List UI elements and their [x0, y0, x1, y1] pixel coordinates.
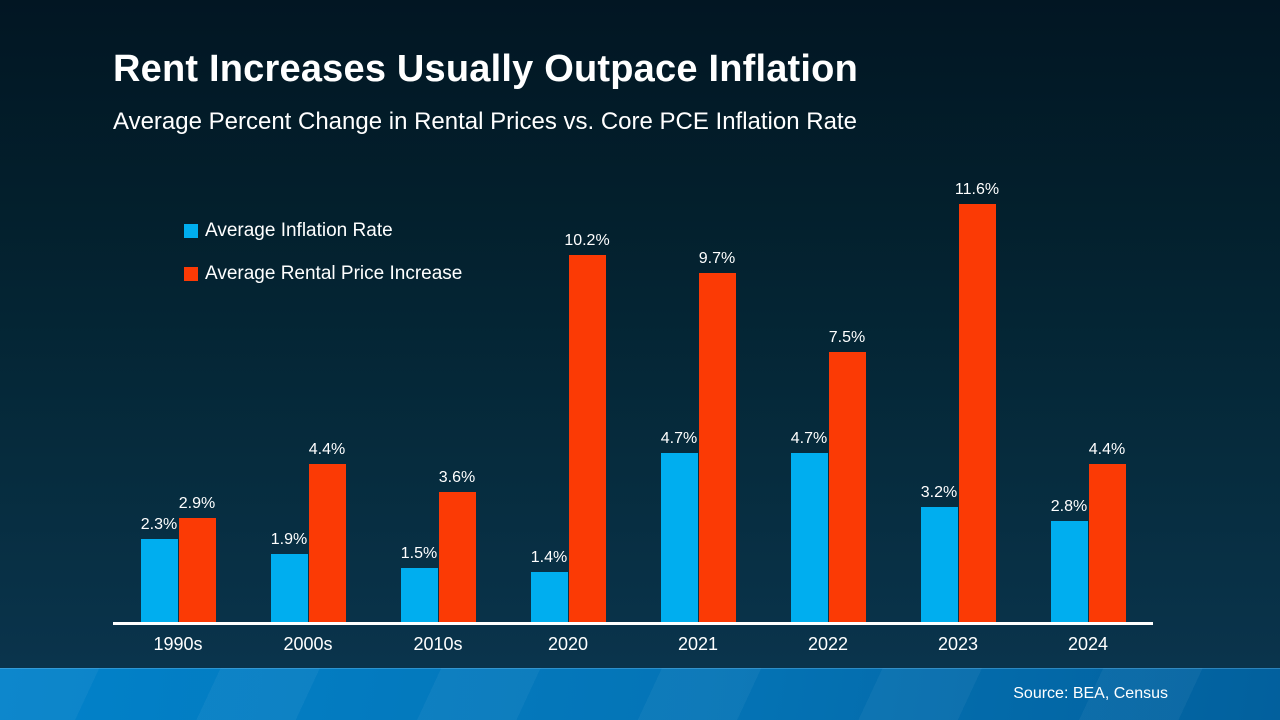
bar-2021-inflation: 4.7% — [660, 430, 698, 622]
category-label-2021: 2021 — [677, 634, 719, 654]
value-label: 1.9% — [270, 530, 308, 548]
bar-2023-inflation: 3.2% — [920, 484, 958, 622]
value-label: 2.9% — [178, 494, 216, 512]
value-label: 7.5% — [828, 329, 866, 346]
value-label: 3.6% — [438, 469, 476, 487]
bar-group-2021: 4.7% 9.7% — [633, 202, 763, 622]
category-label-2022: 2022 — [807, 634, 849, 654]
legend-label-inflation: Average Inflation Rate — [205, 220, 393, 241]
category-label-2000s: 2000s — [283, 634, 333, 654]
source-note: Source: BEA, Census — [1013, 685, 1168, 702]
value-label: 2.3% — [140, 516, 178, 534]
bar-2024-inflation: 2.8% — [1050, 498, 1088, 622]
value-label: 11.6% — [954, 181, 1000, 199]
bar-2010s-inflation: 1.5% — [400, 545, 438, 622]
footer-band: Source: BEA, Census — [0, 668, 1280, 720]
bar-group-2000s: 1.9% 4.4% — [243, 202, 373, 622]
bar-2020-inflation: 1.4% — [530, 549, 568, 622]
x-axis-line — [113, 622, 1153, 625]
value-label: 9.7% — [698, 249, 736, 267]
category-label-2020: 2020 — [547, 634, 589, 654]
legend: Average Inflation Rate Average Rental Pr… — [184, 220, 462, 306]
legend-swatch-inflation-icon — [184, 224, 198, 238]
value-label: 4.4% — [1088, 440, 1126, 458]
value-label: 4.7% — [660, 429, 698, 447]
bar-1990s-rental: 2.9% — [178, 495, 216, 622]
value-label: 4.7% — [790, 429, 828, 447]
bar-2022-rental: 7.5% — [828, 329, 866, 622]
category-label-1990s: 1990s — [153, 634, 203, 654]
bar-2022-inflation: 4.7% — [790, 430, 828, 622]
bar-1990s-inflation: 2.3% — [140, 516, 178, 622]
category-label-2010s: 2010s — [413, 634, 463, 654]
legend-item-rental: Average Rental Price Increase — [184, 263, 462, 285]
bar-2000s-inflation: 1.9% — [270, 531, 308, 622]
bar-group-2023: 3.2% 11.6% — [893, 181, 1023, 622]
bar-group-2020: 1.4% 10.2% — [503, 202, 633, 622]
category-axis: 1990s 2000s 2010s 2020 2021 2022 2023 2024 — [113, 634, 1153, 655]
bar-2010s-rental: 3.6% — [438, 469, 476, 622]
bar-group-1990s: 2.3% 2.9% — [113, 202, 243, 622]
chart-title: Rent Increases Usually Outpace Inflation — [113, 48, 858, 90]
legend-item-inflation: Average Inflation Rate — [184, 220, 462, 242]
bar-2020-rental: 10.2% — [564, 232, 610, 622]
chart-subtitle: Average Percent Change in Rental Prices … — [113, 108, 857, 135]
value-label: 3.2% — [920, 483, 958, 501]
bar-group-2010s: 1.5% 3.6% — [373, 202, 503, 622]
plot-area: 2.3% 2.9% 1.9% 4.4% 1.5% 3.6% 1.4% 10.2% 4.7% 9.7… — [113, 181, 1153, 622]
value-label: 1.4% — [530, 548, 568, 566]
bar-2024-rental: 4.4% — [1088, 441, 1126, 622]
legend-swatch-rental-icon — [184, 267, 198, 281]
category-label-2024: 2024 — [1067, 634, 1109, 654]
legend-label-rental: Average Rental Price Increase — [205, 263, 463, 284]
bar-group-2022: 4.7% 7.5% — [763, 202, 893, 622]
bar-2021-rental: 9.7% — [698, 250, 736, 622]
value-label: 4.4% — [308, 440, 346, 458]
value-label: 2.8% — [1050, 498, 1088, 516]
bar-group-2024: 2.8% 4.4% — [1023, 202, 1153, 622]
bar-2000s-rental: 4.4% — [308, 441, 346, 622]
bar-2023-rental: 11.6% — [955, 181, 999, 622]
category-label-2023: 2023 — [937, 634, 979, 654]
value-label: 1.5% — [400, 545, 438, 562]
value-label: 10.2% — [564, 231, 610, 249]
